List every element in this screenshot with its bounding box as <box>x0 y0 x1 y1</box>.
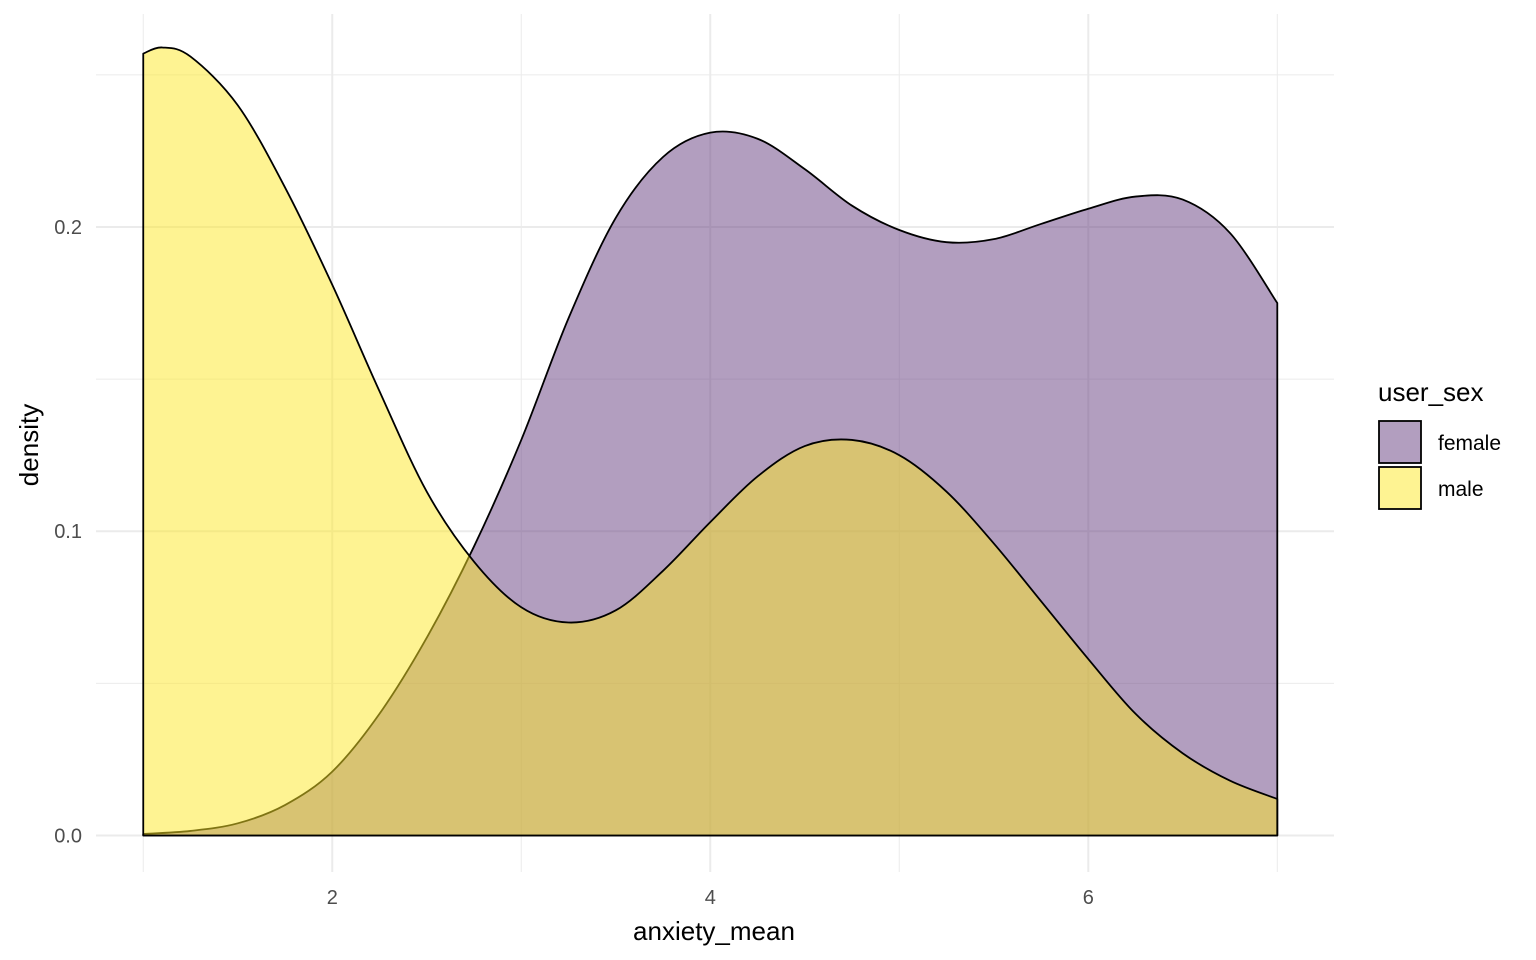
y-tick-label: 0.0 <box>54 825 82 847</box>
legend: user_sex female male <box>1378 377 1501 510</box>
legend-swatch-female <box>1378 420 1422 464</box>
x-tick-label: 2 <box>327 887 338 909</box>
x-tick-label: 6 <box>1083 887 1094 909</box>
legend-label-male: male <box>1438 478 1484 501</box>
y-tick-label: 0.1 <box>54 521 82 543</box>
x-axis-ticks: 2 4 6 <box>327 887 1094 909</box>
x-axis-title: anxiety_mean <box>633 916 795 946</box>
x-tick-label: 4 <box>705 887 716 909</box>
y-axis-title: density <box>14 404 44 486</box>
legend-label-female: female <box>1438 432 1501 455</box>
density-areas <box>142 46 1279 837</box>
legend-title: user_sex <box>1378 377 1484 407</box>
y-tick-label: 0.2 <box>54 217 82 239</box>
density-area-male <box>142 46 1279 837</box>
y-axis-ticks: 0.0 0.1 0.2 <box>54 217 82 848</box>
legend-swatch-male <box>1378 466 1422 510</box>
